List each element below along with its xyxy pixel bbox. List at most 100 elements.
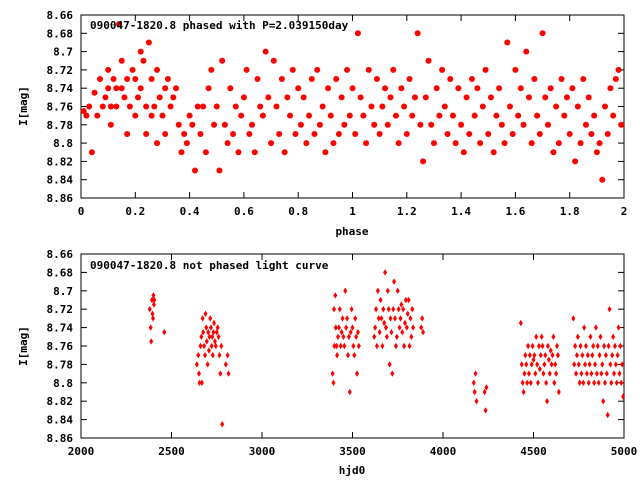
data-point bbox=[178, 149, 185, 156]
data-point bbox=[124, 76, 131, 83]
data-point bbox=[455, 85, 462, 92]
data-point bbox=[398, 85, 405, 92]
data-point bbox=[375, 287, 380, 294]
data-point bbox=[150, 310, 155, 317]
data-point bbox=[213, 342, 218, 350]
data-point bbox=[331, 379, 336, 386]
data-point bbox=[452, 140, 459, 147]
data-point bbox=[580, 352, 585, 359]
data-point bbox=[339, 329, 344, 336]
data-point bbox=[608, 361, 613, 368]
data-point bbox=[335, 130, 342, 137]
data-point bbox=[371, 121, 378, 128]
data-point bbox=[402, 342, 407, 350]
data-point bbox=[140, 57, 147, 64]
data-point bbox=[588, 333, 593, 340]
data-point bbox=[207, 333, 212, 340]
data-point bbox=[209, 342, 214, 350]
data-point bbox=[515, 112, 522, 119]
data-point bbox=[439, 66, 446, 73]
x-axis-title: hjd0 bbox=[339, 464, 366, 477]
data-point bbox=[602, 342, 607, 350]
y-tick-label: 8.82 bbox=[47, 155, 74, 168]
data-point bbox=[376, 130, 383, 137]
data-point bbox=[614, 379, 619, 386]
data-point bbox=[360, 112, 367, 119]
data-point bbox=[113, 103, 120, 110]
data-point bbox=[351, 342, 356, 350]
data-point bbox=[113, 85, 120, 92]
data-point bbox=[536, 130, 543, 137]
data-point bbox=[102, 94, 109, 101]
x-axis: 0 0.2 0.4 0.6 0.8 1 1.2 1.4 1.6 1.8 2 bbox=[78, 15, 628, 218]
data-point bbox=[330, 370, 335, 377]
data-point bbox=[403, 130, 410, 137]
data-point bbox=[80, 108, 87, 115]
data-point bbox=[344, 324, 349, 331]
data-point bbox=[156, 94, 163, 101]
data-point bbox=[278, 76, 285, 83]
data-point bbox=[536, 342, 541, 350]
data-point bbox=[407, 342, 412, 350]
data-point bbox=[411, 94, 418, 101]
data-point bbox=[536, 379, 541, 386]
data-point bbox=[99, 103, 106, 110]
x-tick-label: 2 bbox=[621, 205, 628, 218]
data-point bbox=[618, 342, 623, 350]
data-point bbox=[206, 347, 211, 354]
data-point bbox=[376, 315, 381, 322]
data-point bbox=[572, 158, 579, 165]
data-point bbox=[460, 149, 467, 156]
data-point bbox=[148, 112, 155, 119]
data-point bbox=[210, 352, 215, 359]
data-point bbox=[384, 333, 389, 340]
data-point bbox=[585, 94, 592, 101]
data-point bbox=[593, 149, 600, 156]
data-point bbox=[402, 319, 407, 327]
data-point bbox=[591, 112, 598, 119]
data-point bbox=[546, 356, 551, 363]
data-point bbox=[183, 140, 190, 147]
data-point bbox=[542, 94, 549, 101]
data-point bbox=[538, 352, 543, 359]
data-point bbox=[569, 85, 576, 92]
data-point bbox=[173, 85, 180, 92]
data-point bbox=[399, 301, 404, 308]
data-point bbox=[419, 324, 424, 331]
x-tick-label: 0.4 bbox=[180, 205, 200, 218]
data-point bbox=[548, 347, 553, 354]
data-point bbox=[170, 94, 177, 101]
data-point bbox=[382, 85, 389, 92]
data-point bbox=[520, 379, 525, 386]
data-point bbox=[441, 103, 448, 110]
data-point bbox=[289, 66, 296, 73]
data-point bbox=[563, 94, 570, 101]
data-point bbox=[522, 370, 527, 377]
y-tick-label: 8.82 bbox=[47, 395, 74, 408]
data-point bbox=[147, 306, 152, 313]
data-point bbox=[530, 342, 535, 350]
data-point bbox=[94, 112, 101, 119]
data-point bbox=[588, 130, 595, 137]
chart-title: 090047-1820.8 phased with P=2.039150day bbox=[90, 19, 349, 32]
data-point bbox=[212, 319, 217, 327]
data-point bbox=[208, 315, 213, 322]
data-point bbox=[602, 379, 607, 386]
data-point bbox=[333, 292, 338, 299]
x-tick-label: 4500 bbox=[520, 445, 547, 458]
data-point bbox=[143, 130, 150, 137]
data-point bbox=[121, 94, 128, 101]
data-point bbox=[381, 306, 386, 313]
data-point bbox=[145, 39, 152, 46]
data-point bbox=[284, 94, 291, 101]
data-point bbox=[346, 112, 353, 119]
data-point bbox=[410, 306, 415, 313]
data-point bbox=[342, 342, 347, 350]
data-point bbox=[578, 342, 583, 350]
x-axis: 2000 2500 3000 3500 4000 4500 5000 bbox=[68, 254, 637, 458]
data-point bbox=[175, 121, 182, 128]
data-point bbox=[610, 352, 615, 359]
data-point bbox=[97, 76, 104, 83]
data-point bbox=[547, 370, 552, 377]
data-point bbox=[105, 85, 112, 92]
